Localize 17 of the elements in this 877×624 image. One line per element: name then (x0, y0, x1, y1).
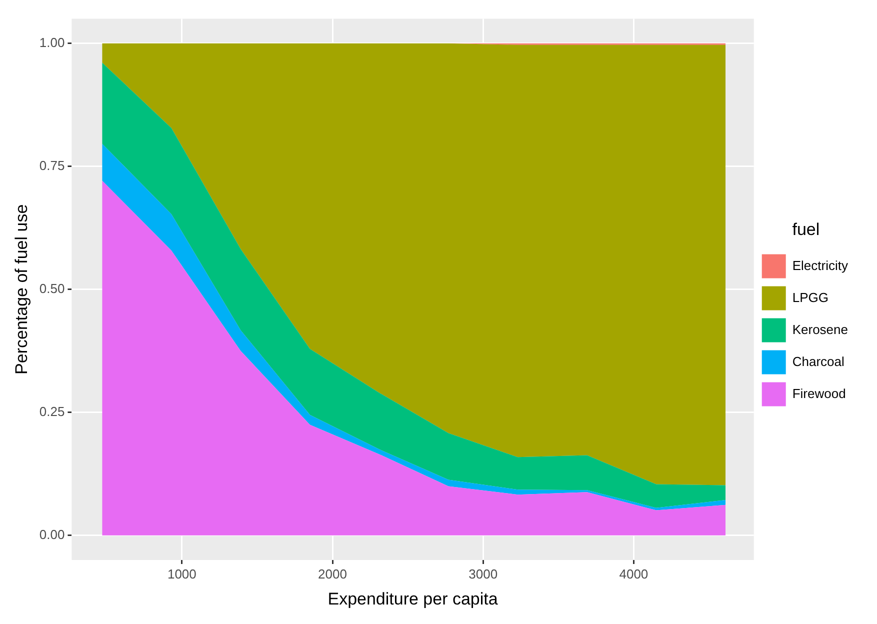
y-tick-label: 0.50 (39, 280, 65, 296)
legend-label: LPGG (792, 290, 828, 305)
x-tick-label: 1000 (167, 566, 196, 582)
x-tick-label: 4000 (619, 566, 648, 582)
x-axis-title: Expenditure per capita (328, 589, 498, 608)
legend-label: Kerosene (792, 322, 848, 337)
y-tick-label: 1.00 (39, 34, 65, 50)
y-axis-title: Percentage of fuel use (12, 204, 31, 374)
y-tick-label: 0.75 (39, 158, 65, 173)
x-tick-label: 3000 (468, 566, 498, 582)
legend-label: Firewood (792, 386, 846, 401)
y-tick-label: 0.25 (39, 404, 65, 419)
legend-label: Charcoal (792, 354, 844, 369)
x-tick-label: 2000 (318, 566, 347, 582)
legend-label: Electricity (792, 258, 848, 273)
legend-title: fuel (792, 220, 820, 239)
y-tick-label: 0.00 (39, 526, 65, 542)
